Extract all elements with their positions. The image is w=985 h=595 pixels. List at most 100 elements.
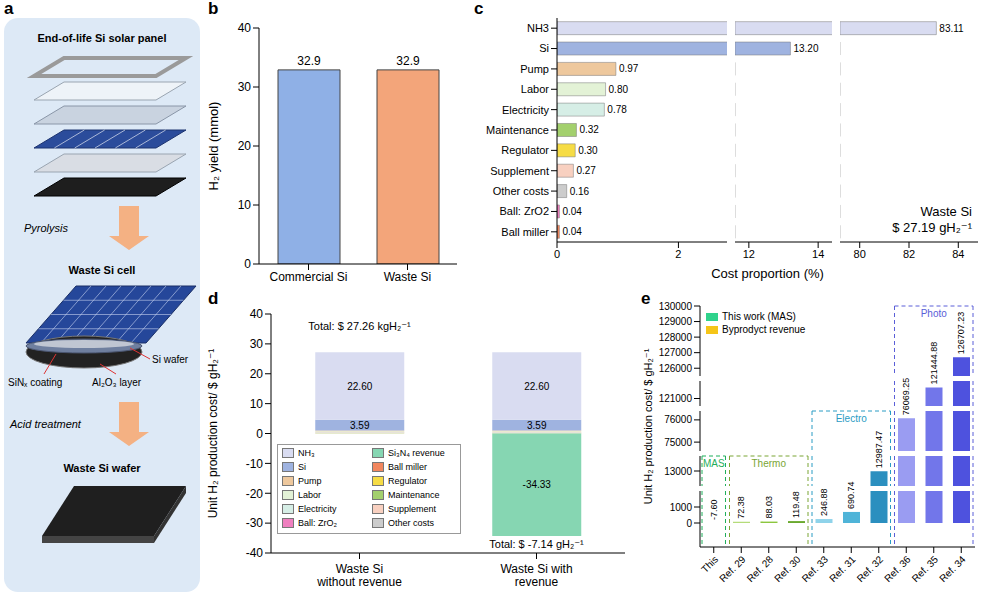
svg-text:Waste Si: Waste Si <box>384 270 432 284</box>
svg-text:MAS: MAS <box>703 458 725 469</box>
svg-text:84: 84 <box>952 248 964 260</box>
svg-text:0: 0 <box>686 518 692 529</box>
svg-text:128000: 128000 <box>659 332 693 343</box>
svg-text:SiNₓ coating: SiNₓ coating <box>8 377 62 388</box>
svg-text:30: 30 <box>238 80 252 94</box>
svg-text:22.60: 22.60 <box>347 381 372 392</box>
svg-text:22.60: 22.60 <box>524 381 549 392</box>
svg-text:13.20: 13.20 <box>793 43 818 54</box>
svg-text:75000: 75000 <box>664 437 692 448</box>
svg-text:Ref. 30: Ref. 30 <box>772 553 803 584</box>
svg-text:Other costs: Other costs <box>493 185 550 197</box>
svg-text:76069.25: 76069.25 <box>901 378 911 416</box>
svg-text:Commercial Si: Commercial Si <box>269 270 347 284</box>
svg-text:0.30: 0.30 <box>578 145 598 156</box>
svg-text:3.59: 3.59 <box>527 420 547 431</box>
svg-text:Ref. 28: Ref. 28 <box>745 553 776 584</box>
svg-text:Acid treatment: Acid treatment <box>9 418 82 430</box>
svg-text:14: 14 <box>812 248 824 260</box>
svg-text:-7.60: -7.60 <box>709 500 719 521</box>
svg-text:Si wafer: Si wafer <box>152 354 189 365</box>
svg-text:0: 0 <box>554 248 560 260</box>
svg-text:12987.47: 12987.47 <box>874 431 884 469</box>
svg-text:72.38: 72.38 <box>736 496 746 519</box>
svg-text:Si: Si <box>539 42 549 54</box>
svg-text:This: This <box>699 554 720 575</box>
svg-text:Waste Si with: Waste Si with <box>500 562 572 576</box>
svg-text:0.04: 0.04 <box>562 206 582 217</box>
svg-text:Regulator: Regulator <box>501 144 549 156</box>
svg-text:82: 82 <box>903 248 915 260</box>
svg-text:129000: 129000 <box>659 316 693 327</box>
svg-text:Supplement: Supplement <box>490 165 549 177</box>
svg-text:H₂ yield (mmol): H₂ yield (mmol) <box>206 102 221 191</box>
svg-text:Labor: Labor <box>521 83 549 95</box>
svg-text:-40: -40 <box>246 546 264 560</box>
svg-text:Ball miller: Ball miller <box>501 226 549 238</box>
svg-text:Pump: Pump <box>520 63 549 75</box>
svg-text:119.48: 119.48 <box>791 491 801 518</box>
svg-text:83.11: 83.11 <box>939 23 964 34</box>
svg-text:130000: 130000 <box>659 301 693 312</box>
svg-text:Ref. 32: Ref. 32 <box>855 553 886 584</box>
svg-text:Ref. 36: Ref. 36 <box>882 553 913 584</box>
svg-text:Waste Si cell: Waste Si cell <box>69 264 136 276</box>
svg-text:3.59: 3.59 <box>350 420 370 431</box>
svg-text:121000: 121000 <box>659 393 693 404</box>
svg-text:10: 10 <box>250 397 264 411</box>
svg-text:76000: 76000 <box>664 414 692 425</box>
svg-text:-30: -30 <box>246 516 264 530</box>
svg-text:Electro: Electro <box>836 413 868 424</box>
svg-text:690.74: 690.74 <box>846 481 856 509</box>
svg-text:End-of-life Si solar panel: End-of-life Si solar panel <box>38 32 167 44</box>
svg-text:Unit H₂ production cost/ $ gH₂: Unit H₂ production cost/ $ gH₂⁻¹ <box>206 349 220 519</box>
svg-text:20: 20 <box>238 139 252 153</box>
svg-text:0: 0 <box>244 257 251 271</box>
svg-text:-10: -10 <box>246 457 264 471</box>
svg-text:Ref. 29: Ref. 29 <box>717 553 748 584</box>
svg-text:-20: -20 <box>246 487 264 501</box>
svg-text:Ref. 33: Ref. 33 <box>800 553 831 584</box>
svg-text:Ref. 31: Ref. 31 <box>827 553 858 584</box>
svg-text:Ball: ZrO2: Ball: ZrO2 <box>499 205 549 217</box>
svg-text:32.9: 32.9 <box>297 54 321 68</box>
svg-text:80: 80 <box>854 248 866 260</box>
svg-text:revenue: revenue <box>515 575 559 589</box>
svg-text:246.88: 246.88 <box>819 489 829 517</box>
svg-text:Electricity: Electricity <box>502 104 550 116</box>
svg-text:126707.23: 126707.23 <box>956 312 966 355</box>
svg-text:88.03: 88.03 <box>764 496 774 519</box>
svg-text:0.78: 0.78 <box>607 104 627 115</box>
svg-text:-34.33: -34.33 <box>523 479 552 490</box>
svg-text:without revenue: without revenue <box>316 575 402 589</box>
svg-text:40: 40 <box>250 307 264 321</box>
svg-text:0.80: 0.80 <box>609 84 629 95</box>
svg-text:Maintenance: Maintenance <box>486 124 549 136</box>
svg-text:32.9: 32.9 <box>396 54 420 68</box>
svg-text:NH3: NH3 <box>527 22 549 34</box>
svg-text:10: 10 <box>238 198 252 212</box>
svg-text:30: 30 <box>250 337 264 351</box>
svg-text:Unit H₂ production cost/ $ gH₂: Unit H₂ production cost/ $ gH₂⁻¹ <box>642 348 654 504</box>
svg-text:Thermo: Thermo <box>752 458 787 469</box>
svg-text:Pyrolysis: Pyrolysis <box>24 222 69 234</box>
svg-text:12: 12 <box>743 248 755 260</box>
svg-text:40: 40 <box>238 21 252 35</box>
svg-text:Al₂O₃ layer: Al₂O₃ layer <box>92 377 142 388</box>
svg-text:0: 0 <box>256 427 263 441</box>
svg-text:13000: 13000 <box>664 466 692 477</box>
svg-text:1000: 1000 <box>670 502 693 513</box>
svg-text:Photo: Photo <box>921 308 948 319</box>
svg-text:0.97: 0.97 <box>619 63 639 74</box>
svg-text:20: 20 <box>250 367 264 381</box>
svg-text:0.04: 0.04 <box>562 226 582 237</box>
svg-text:0.27: 0.27 <box>576 165 596 176</box>
svg-text:121444.88: 121444.88 <box>929 342 939 385</box>
svg-text:2: 2 <box>675 248 681 260</box>
svg-text:Waste Si wafer: Waste Si wafer <box>63 462 141 474</box>
svg-text:127000: 127000 <box>659 347 693 358</box>
svg-text:126000: 126000 <box>659 363 693 374</box>
svg-text:Waste Si: Waste Si <box>336 562 384 576</box>
svg-text:0.32: 0.32 <box>579 124 599 135</box>
svg-text:Ref. 35: Ref. 35 <box>910 553 941 584</box>
